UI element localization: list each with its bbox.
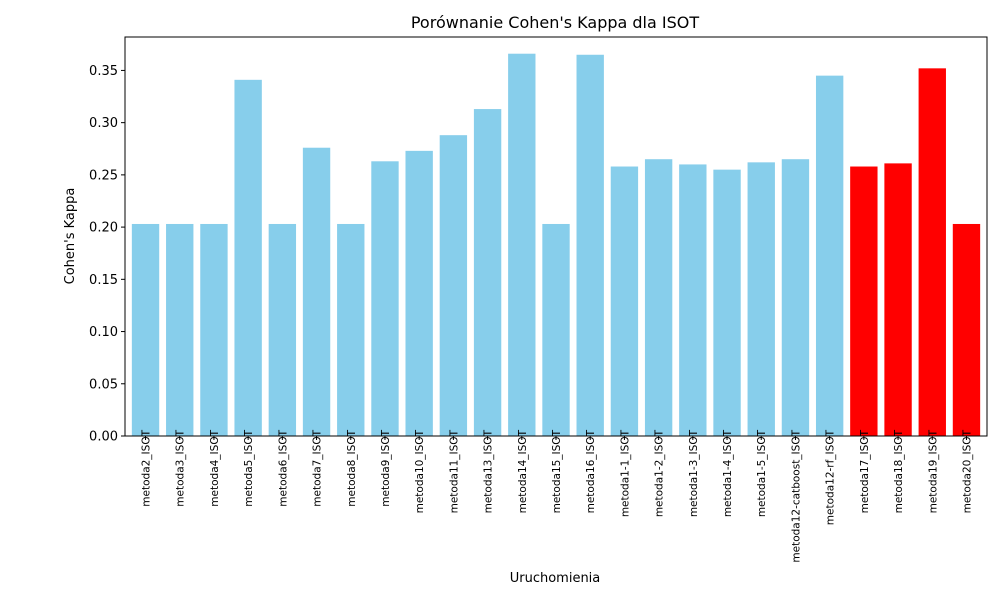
bar-metoda2_ISOT (131, 223, 160, 436)
x-axis: metoda2_ISOT metoda3_ISOT metoda4_ISOT meto… (141, 429, 974, 562)
y-axis-label: Cohen's Kappa (63, 188, 78, 285)
x-tick-label: metoda12-catboost_ISOT (790, 429, 802, 562)
bar-metoda18_ISOT (884, 163, 912, 436)
bar-metoda1-3_ISOT (679, 164, 707, 436)
bar-metoda1-2_ISOT (644, 159, 673, 436)
x-tick-label: metoda15_ISOT (551, 429, 563, 513)
x-tick-label: metoda6_ISOT (277, 429, 289, 506)
x-tick-label: metoda20_ISOT (961, 429, 973, 513)
x-tick-label: metoda12-rf_ISOT (825, 429, 837, 525)
bar-metoda8_ISOT (337, 223, 365, 436)
x-tick-label: metoda1-2_ISOT (654, 429, 666, 517)
y-tick-label: 0.20 (89, 221, 118, 236)
x-tick-label: metoda19_ISOT (927, 429, 939, 513)
x-tick-label: metoda9_ISOT (380, 429, 392, 506)
bar-metoda16_ISOT (576, 54, 604, 436)
bar-metoda6_ISOT (268, 223, 297, 436)
bar-metoda15_ISOT (542, 223, 570, 436)
bar-metoda19_ISOT (918, 68, 946, 436)
bar-metoda14_ISOT (508, 53, 536, 437)
bar-metoda12-rf_ISOT (815, 75, 844, 437)
bar-metoda20_ISOT (952, 223, 981, 436)
x-tick-label: metoda4_ISOT (209, 429, 221, 506)
y-tick-label: 0.15 (89, 273, 118, 288)
bar-metoda17_ISOT (850, 166, 878, 436)
x-tick-label: metoda1-3_ISOT (688, 429, 700, 517)
bar-metoda10_ISOT (405, 150, 433, 436)
x-tick-label: metoda16_ISOT (585, 429, 597, 513)
bar-metoda3_ISOT (166, 223, 194, 436)
y-tick-label: 0.00 (89, 430, 118, 445)
x-tick-label: metoda5_ISOT (243, 429, 255, 506)
x-tick-label: metoda10_ISOT (414, 429, 426, 513)
y-tick-label: 0.25 (89, 168, 118, 183)
y-tick-label: 0.10 (89, 325, 118, 340)
x-axis-label: Uruchomienia (510, 571, 601, 586)
x-tick-label: metoda17_ISOT (859, 429, 871, 513)
x-tick-label: metoda3_ISOT (175, 429, 187, 506)
bars-group (131, 53, 981, 437)
x-tick-label: metoda8_ISOT (346, 429, 358, 506)
bar-metoda1-4_ISOT (713, 169, 741, 436)
x-tick-label: metoda13_ISOT (483, 429, 495, 513)
bar-metoda1-5_ISOT (747, 162, 775, 436)
bar-metoda9_ISOT (371, 161, 399, 437)
x-tick-label: metoda7_ISOT (312, 429, 324, 506)
x-tick-label: metoda1-4_ISOT (722, 429, 734, 517)
y-tick-label: 0.05 (89, 377, 118, 392)
x-tick-label: metoda2_ISOT (141, 429, 153, 506)
x-tick-label: metoda14_ISOT (517, 429, 529, 513)
bar-metoda1-1_ISOT (610, 166, 639, 436)
bar-metoda7_ISOT (302, 147, 331, 436)
chart-title: Porównanie Cohen's Kappa dla ISOT (411, 13, 700, 32)
x-tick-label: metoda1-5_ISOT (756, 429, 768, 517)
y-tick-label: 0.30 (89, 116, 118, 131)
x-tick-label: metoda11_ISOT (448, 429, 460, 513)
x-tick-label: metoda18_ISOT (893, 429, 905, 513)
bar-metoda13_ISOT (473, 109, 502, 436)
bar-metoda4_ISOT (200, 223, 228, 436)
bar-metoda11_ISOT (439, 135, 468, 436)
bar-metoda12-catboost_ISOT (781, 159, 810, 436)
plot-frame (124, 36, 988, 437)
bar-metoda5_ISOT (234, 79, 262, 436)
y-tick-label: 0.35 (89, 64, 118, 79)
x-tick-label: metoda1-1_ISOT (619, 429, 631, 517)
y-axis: 0.00 0.05 0.10 0.15 0.20 0.25 0.30 0.35 (89, 64, 125, 445)
